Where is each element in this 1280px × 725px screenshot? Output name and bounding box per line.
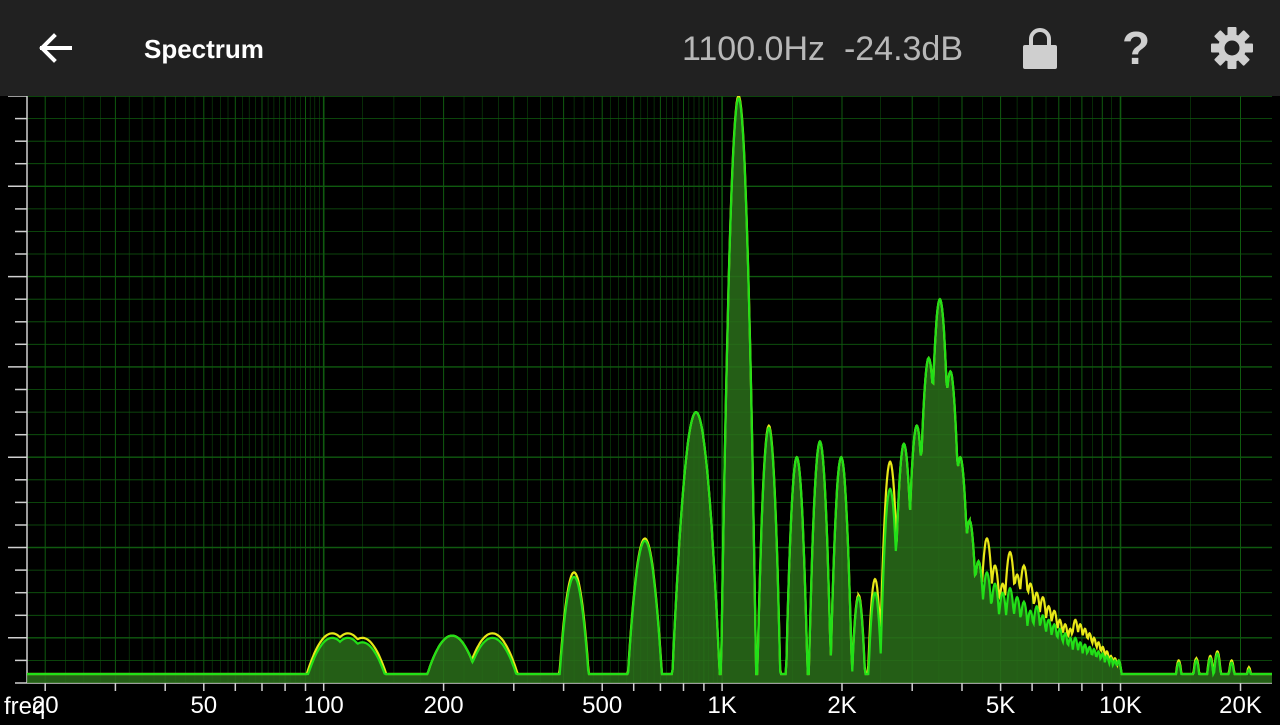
spectrum-chart[interactable]: 20 50 100 200 500 1K 2K 5K 10K 20K freq xyxy=(0,94,1280,720)
arrow-back-icon xyxy=(39,33,72,63)
peak-point xyxy=(695,411,697,413)
peak-point xyxy=(1093,648,1095,650)
peak-point xyxy=(644,540,646,542)
peak-point xyxy=(968,519,971,522)
peak-point xyxy=(1079,641,1081,644)
peak-point xyxy=(451,634,453,637)
peak-point xyxy=(796,456,798,459)
gear-icon xyxy=(1211,27,1253,69)
peak-point xyxy=(1042,614,1044,617)
readout-frequency: 1100.0Hz xyxy=(682,30,826,68)
x-tick-label: 1K xyxy=(707,692,736,719)
grid-lines xyxy=(27,95,1272,684)
peak-point xyxy=(977,560,980,562)
x-tick-label: 200 xyxy=(424,692,464,719)
peak-point xyxy=(1230,661,1233,664)
peak-point xyxy=(1074,637,1077,639)
peak-point xyxy=(1110,657,1112,659)
peak-point xyxy=(986,571,988,574)
peak-point xyxy=(1097,650,1100,653)
peak-point xyxy=(1248,668,1250,671)
series-line-green xyxy=(27,97,1272,678)
peak-point xyxy=(949,370,952,373)
help-button[interactable]: ? xyxy=(1121,22,1151,74)
peak-point xyxy=(1118,659,1120,662)
peak-point xyxy=(1195,659,1198,662)
x-tick-label: 2K xyxy=(827,692,856,719)
peak-point xyxy=(1209,657,1212,659)
cursor-readout: 1100.0Hz -24.3dB xyxy=(682,30,963,69)
peak-point xyxy=(1059,628,1061,630)
peak-point xyxy=(927,357,930,359)
x-tick-label: 10K xyxy=(1099,692,1142,719)
spectrum-fill-area xyxy=(27,98,1272,684)
settings-button[interactable] xyxy=(1206,22,1258,74)
x-tick-label: 20K xyxy=(1219,692,1262,719)
peak-point xyxy=(1029,610,1032,612)
peak-point xyxy=(1106,655,1108,657)
peak-point xyxy=(916,424,918,427)
peak-point xyxy=(1016,596,1018,598)
peak-point xyxy=(840,456,842,459)
page-title: Spectrum xyxy=(144,34,264,64)
x-tick-label: 500 xyxy=(582,692,622,719)
peak-point xyxy=(1035,605,1038,607)
peak-point xyxy=(1084,643,1086,646)
peak-point xyxy=(959,456,961,459)
peak-point xyxy=(903,442,905,445)
peak-point xyxy=(1114,659,1116,662)
peak-point xyxy=(939,298,941,300)
peak-point xyxy=(1177,661,1180,664)
peak-point xyxy=(1216,652,1219,655)
peak-point xyxy=(1047,619,1050,621)
peak-point xyxy=(857,596,860,598)
peak-point xyxy=(347,637,349,639)
peak-point xyxy=(1069,637,1072,639)
lock-button[interactable] xyxy=(1014,22,1066,74)
peak-point xyxy=(889,488,891,490)
peak-point xyxy=(874,591,876,594)
x-tick-label: 5K xyxy=(986,692,1015,719)
peak-point xyxy=(361,641,364,644)
spectrum-traces xyxy=(27,94,1272,684)
x-tick-label: 20 xyxy=(32,692,59,719)
peak-point xyxy=(737,97,740,100)
x-axis-labels: 20 50 100 200 500 1K 2K 5K 10K 20K xyxy=(32,692,1262,719)
peak-point xyxy=(491,637,494,639)
readout-level: -24.3dB xyxy=(843,30,964,68)
peak-point xyxy=(1023,600,1025,603)
peak-point xyxy=(1053,623,1056,626)
x-tick-label: 50 xyxy=(190,692,217,719)
back-button[interactable] xyxy=(30,26,82,70)
peak-point xyxy=(768,427,770,429)
x-axis-title: freq xyxy=(4,693,45,720)
peak-point xyxy=(819,440,821,443)
peak-point xyxy=(994,582,996,585)
app-bar: Spectrum 1100.0Hz -24.3dB ? xyxy=(0,0,1280,96)
peak-point xyxy=(1001,591,1004,594)
x-tick-label: 100 xyxy=(304,692,344,719)
peak-point xyxy=(1088,646,1091,648)
peak-point xyxy=(573,576,575,578)
spectrum-plot[interactable]: 20 50 100 200 500 1K 2K 5K 10K 20K freq xyxy=(0,94,1280,720)
peak-point xyxy=(1101,652,1104,655)
peak-point xyxy=(1009,587,1011,589)
peak-point xyxy=(1064,632,1066,635)
peak-point xyxy=(331,637,333,639)
lock-icon xyxy=(1023,28,1057,69)
